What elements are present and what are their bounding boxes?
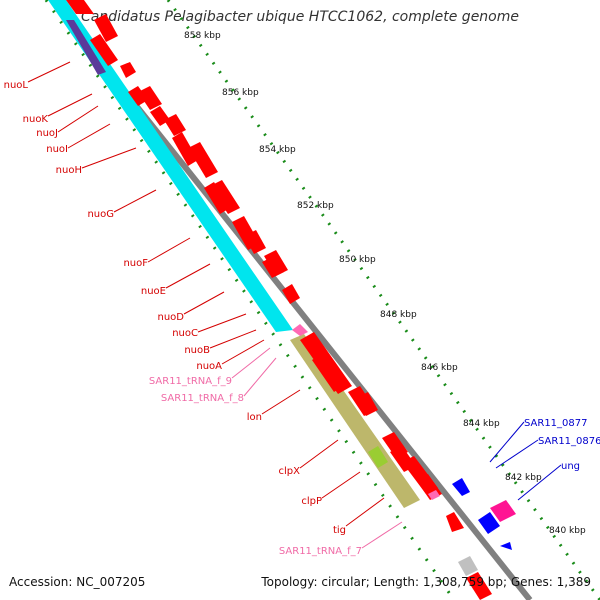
- cds-block: [188, 142, 218, 178]
- gene-label: clpX: [279, 466, 301, 477]
- cds-block: [138, 86, 162, 110]
- leader-line: [183, 291, 225, 315]
- cds-block: [204, 182, 230, 214]
- leader-line: [57, 105, 99, 133]
- tick-label: 858 kbp: [184, 31, 221, 41]
- gene-label: SAR11_tRNA_f_9: [149, 376, 232, 387]
- gene-label: clpP: [301, 496, 322, 507]
- tick-label: 848 kbp: [380, 310, 417, 320]
- genome-summary-text: Topology: circular; Length: 1,308,759 bp…: [261, 575, 591, 589]
- cds-block: [150, 106, 170, 126]
- leader-line: [81, 147, 137, 169]
- blue-gene: [452, 478, 470, 496]
- gene-label: nuoL: [4, 80, 29, 91]
- olive-track: [290, 334, 420, 508]
- gene-label: nuoE: [141, 286, 166, 297]
- leader-line: [231, 347, 271, 379]
- gene-label: lon: [247, 412, 262, 423]
- gene-label: nuoA: [196, 361, 222, 372]
- cds-block: [446, 512, 464, 532]
- gene-label: nuoG: [87, 209, 114, 220]
- gene-label: SAR11_0877: [524, 418, 588, 429]
- tick-label: 850 kbp: [339, 255, 376, 265]
- grey-gene: [458, 556, 478, 576]
- tick-label: 856 kbp: [222, 88, 259, 98]
- gene-label: tig: [333, 525, 346, 536]
- leader-line: [27, 61, 71, 83]
- blue-gene: [500, 542, 512, 550]
- leader-line: [321, 471, 361, 499]
- leader-line: [299, 439, 339, 469]
- leader-line: [197, 313, 247, 333]
- tick-label: 840 kbp: [549, 526, 586, 536]
- gene-label: nuoH: [56, 165, 82, 176]
- purple-track: [66, 20, 106, 75]
- gene-label: nuoJ: [36, 128, 58, 139]
- leader-line: [361, 521, 403, 549]
- accession-text: Accession: NC_007205: [9, 575, 146, 589]
- gene-label: ung: [561, 461, 580, 472]
- gene-label: nuoI: [46, 144, 68, 155]
- gene-label: SAR11_tRNA_f_8: [161, 393, 244, 404]
- tick-label: 852 kbp: [297, 201, 334, 211]
- leader-line: [517, 464, 562, 501]
- leader-line: [345, 497, 385, 527]
- cds-block: [348, 386, 376, 416]
- map-title: Candidatus Pelagibacter ubique HTCC1062,…: [80, 9, 519, 25]
- gene-label: nuoB: [184, 345, 210, 356]
- tick-label: 844 kbp: [463, 419, 500, 429]
- cds-block: [172, 132, 198, 166]
- gene-label: nuoF: [123, 258, 148, 269]
- left-labels: nuoL nuoK nuoJ nuoI nuoH nuoG nuoF nuoE nuoD nuoC…: [4, 80, 362, 557]
- tick-labels: 858 kbp 856 kbp 854 kbp 852 kbp 850 kbp 848 k…: [184, 31, 586, 536]
- cds-block: [312, 352, 346, 392]
- leader-lines: [27, 61, 562, 549]
- tick-label: 846 kbp: [421, 363, 458, 373]
- tick-track: [166, 0, 600, 600]
- gene-label: SAR11_0876: [538, 436, 600, 447]
- leader-line: [495, 439, 539, 469]
- cds-block: [94, 14, 118, 42]
- leader-line: [261, 389, 301, 415]
- gene-label: nuoK: [23, 114, 49, 125]
- blue-gene: [478, 512, 500, 534]
- magenta-gene: [490, 500, 516, 522]
- tick-label: 854 kbp: [259, 145, 296, 155]
- leader-line: [209, 329, 257, 349]
- leader-line: [489, 421, 525, 463]
- gene-label: nuoD: [158, 312, 185, 323]
- gene-label: SAR11_tRNA_f_7: [279, 546, 362, 557]
- cds-block: [264, 250, 288, 276]
- leader-line: [113, 189, 157, 213]
- trna-mark: [292, 324, 308, 336]
- cds-block: [232, 216, 260, 250]
- cds-block: [120, 62, 136, 78]
- leader-line: [47, 93, 93, 117]
- cyan-track: [48, 0, 293, 332]
- trna-mark: [428, 490, 440, 500]
- leader-line: [147, 237, 191, 263]
- cds-block: [66, 0, 94, 14]
- cds-block: [90, 34, 118, 66]
- cds-track-forward: [66, 0, 492, 600]
- leader-line: [165, 263, 211, 289]
- tick-label: 842 kbp: [505, 473, 542, 483]
- leader-line: [221, 339, 265, 365]
- cds-block: [282, 284, 300, 304]
- lime-block: [368, 446, 388, 468]
- gene-label: nuoC: [172, 328, 198, 339]
- cds-block: [390, 446, 416, 472]
- cds-block: [466, 572, 492, 600]
- cds-block: [128, 86, 148, 106]
- leader-line: [67, 123, 111, 149]
- leader-line: [243, 357, 277, 397]
